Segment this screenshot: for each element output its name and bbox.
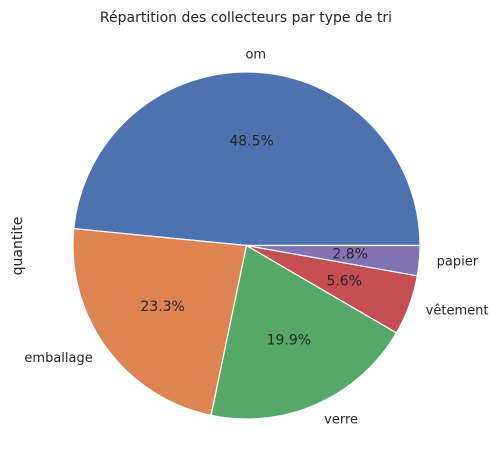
y-axis-label: quantite bbox=[10, 217, 26, 276]
percent-label-vetement: 5.6% bbox=[326, 273, 362, 289]
percent-label-om: 48.5% bbox=[229, 134, 273, 150]
pie-labels: om 48.5% emballage 23.3% verre 19.9% vêtement 5… bbox=[24, 47, 488, 427]
category-label-papier: papier bbox=[437, 255, 479, 270]
percent-label-emballage: 23.3% bbox=[140, 299, 184, 315]
category-label-om: om bbox=[245, 47, 266, 62]
chart-title: Répartition des collecteurs par type de … bbox=[100, 10, 392, 26]
pie-slice-emballage bbox=[72, 228, 248, 416]
pie-slices bbox=[72, 71, 421, 420]
pie-slice-verre bbox=[210, 244, 398, 420]
pie-slice-papier bbox=[245, 244, 421, 277]
pie-slice-om bbox=[73, 71, 421, 247]
category-label-verre: verre bbox=[324, 412, 358, 427]
category-label-emballage: emballage bbox=[24, 351, 92, 366]
percent-label-papier: 2.8% bbox=[332, 247, 368, 263]
percent-label-verre: 19.9% bbox=[267, 333, 311, 349]
category-label-vetement: vêtement bbox=[426, 304, 489, 319]
